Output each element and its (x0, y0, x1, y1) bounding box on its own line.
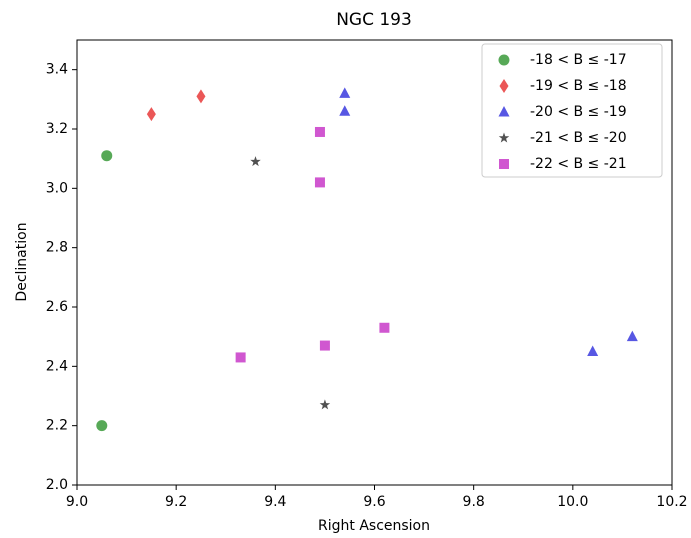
point (101, 150, 113, 162)
legend-marker (499, 159, 509, 169)
x-tick-label: 9.0 (66, 494, 88, 510)
y-tick-label: 3.0 (46, 180, 68, 196)
chart-title: NGC 193 (336, 10, 412, 30)
point (196, 89, 206, 104)
point (235, 352, 246, 363)
y-tick-label: 3.2 (46, 121, 68, 137)
point (250, 156, 261, 167)
x-tick-label: 10.0 (557, 494, 588, 510)
point (314, 126, 325, 137)
point (339, 105, 351, 116)
x-tick-label: 9.2 (165, 494, 187, 510)
legend-marker (498, 132, 510, 143)
y-tick-label: 2.2 (46, 418, 68, 434)
legend-label: -19 < B ≤ -18 (530, 78, 627, 94)
x-tick-label: 9.8 (463, 494, 485, 510)
legend-box (481, 43, 663, 178)
x-tick-label: 9.4 (264, 494, 286, 510)
point (96, 420, 108, 432)
point (587, 345, 599, 356)
legend-label: -21 < B ≤ -20 (530, 130, 627, 146)
legend-marker (499, 79, 509, 93)
point (379, 322, 390, 333)
point (319, 340, 330, 351)
y-axis-label: Declination (14, 222, 30, 301)
legend-label: -20 < B ≤ -19 (530, 104, 627, 120)
x-tick-label: 9.6 (363, 494, 385, 510)
point (314, 177, 325, 188)
y-tick-label: 2.4 (46, 358, 68, 374)
y-tick-label: 2.8 (46, 240, 68, 256)
x-tick-label: 10.2 (656, 494, 687, 510)
point (626, 330, 638, 342)
y-tick-label: 2.0 (46, 477, 68, 493)
y-tick-label: 2.6 (46, 299, 68, 315)
y-tick-label: 3.4 (46, 62, 68, 78)
legend-label: -22 < B ≤ -21 (530, 156, 627, 172)
legend-label: -18 < B ≤ -17 (530, 52, 627, 68)
legend-marker (498, 54, 510, 66)
point (146, 107, 156, 122)
point (319, 399, 331, 410)
x-axis-label: Right Ascension (318, 518, 430, 534)
legend-marker (498, 106, 510, 117)
point (339, 87, 351, 98)
plot-frame (76, 39, 673, 486)
